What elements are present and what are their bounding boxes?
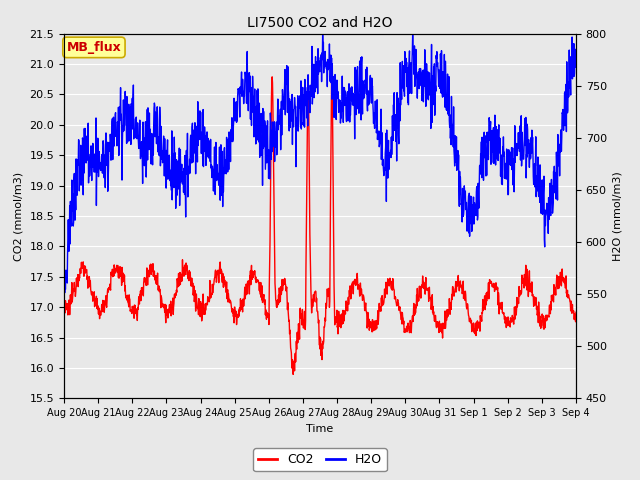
Y-axis label: CO2 (mmol/m3): CO2 (mmol/m3): [14, 171, 24, 261]
X-axis label: Time: Time: [307, 424, 333, 433]
Legend: CO2, H2O: CO2, H2O: [253, 448, 387, 471]
Text: MB_flux: MB_flux: [67, 41, 122, 54]
Y-axis label: H2O (mmol/m3): H2O (mmol/m3): [612, 171, 623, 261]
Title: LI7500 CO2 and H2O: LI7500 CO2 and H2O: [247, 16, 393, 30]
